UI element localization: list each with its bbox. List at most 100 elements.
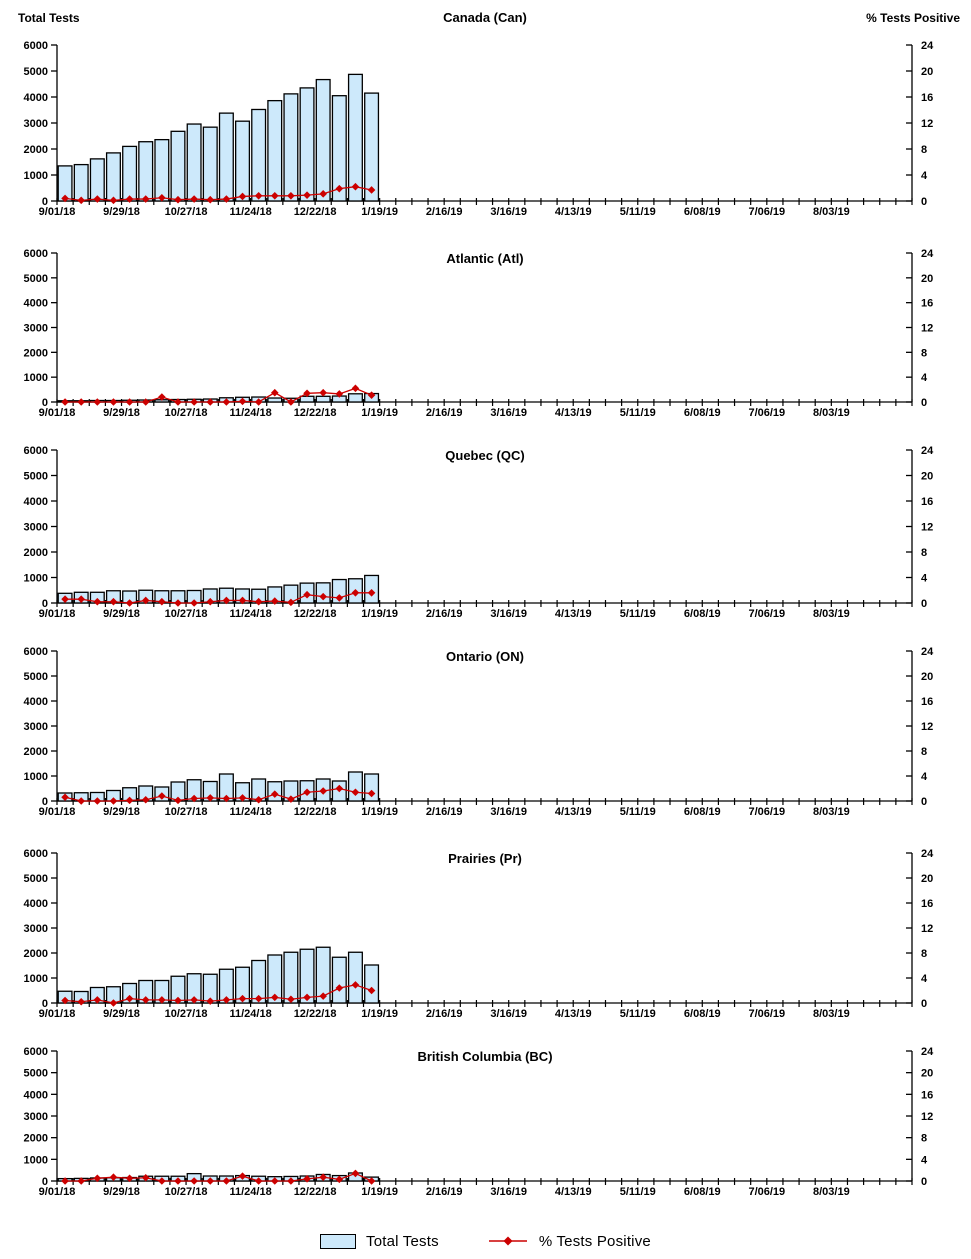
panel-atlantic: Atlantic (Atl)01000200030004000500060000… [24,248,935,419]
y-left-tick-label: 0 [42,196,48,208]
x-tick-label: 2/16/19 [426,1186,463,1198]
x-axis: 9/01/18 9/29/18 10/27/18 11/24/18 12/22/18 1/… [39,600,913,620]
pct-positive-marker [174,1177,182,1185]
total-tests-bars [57,771,380,802]
x-tick-label: 6/08/19 [684,206,721,218]
x-tick-label: 4/13/19 [555,407,592,419]
y-axis-right: 0 4 8 12 16 20 24 [906,646,934,808]
bar [315,78,331,202]
bar [331,956,347,1004]
bar [122,982,138,1004]
bar [299,87,315,202]
pct-positive-marker [93,1174,102,1183]
x-tick-label: 10/27/18 [165,608,208,620]
x-tick-label: 11/24/18 [229,1186,271,1198]
y-left-tick-label: 4000 [24,696,48,708]
pct-positive-marker [287,1177,295,1185]
pct-positive-marker [270,1177,279,1185]
y-right-tick-label: 8 [921,948,927,960]
bar [89,158,105,202]
pct-positive-marker [367,391,376,399]
y-left-tick-label: 1000 [24,170,48,182]
pct-positive-marker [238,596,247,605]
bar [283,93,299,202]
pct-positive-marker [351,589,360,597]
pct-positive-marker [254,192,263,200]
panel-title: Prairies (Pr) [448,851,522,866]
pct-positive-marker [190,398,198,406]
left-axis-title: Total Tests [18,11,80,25]
total-tests-bars [57,73,380,202]
y-right-tick-label: 12 [921,323,933,335]
y-left-tick-label: 4000 [24,1089,48,1101]
y-left-tick-label: 3000 [24,1111,48,1123]
x-tick-label: 12/22/18 [294,206,337,218]
x-tick-label: 2/16/19 [426,608,463,620]
pct-positive-marker [125,1174,134,1183]
x-tick-label: 10/27/18 [165,1008,208,1020]
pct-positive-marker [222,398,231,406]
x-tick-label: 7/06/19 [748,1186,785,1198]
pct-positive-marker [319,388,327,397]
bar [218,112,234,202]
y-right-tick-label: 16 [921,298,933,310]
y-left-tick-label: 4000 [24,496,48,508]
pct-positive-marker [270,388,279,397]
x-tick-label: 8/03/19 [813,1186,850,1198]
bar [315,395,331,403]
y-axis-left: 0 1000 2000 3000 4000 5000 6000 [24,445,57,610]
y-axis-left: 0 1000 2000 3000 4000 5000 6000 [24,848,57,1010]
y-right-tick-label: 0 [921,598,927,610]
pct-positive-marker [190,195,198,203]
y-right-tick-label: 12 [921,923,933,935]
pct-positive-marker [206,195,215,204]
legend-pct-positive-marker-icon [488,1236,527,1246]
y-right-tick-label: 4 [921,1154,928,1166]
bar [122,145,138,202]
pct-positive-marker [109,1173,118,1182]
y-left-tick-label: 3000 [24,923,48,935]
pct-positive-marker [141,1173,150,1182]
x-tick-label: 6/08/19 [684,1008,721,1020]
bar [186,123,202,202]
x-tick-label: 9/29/18 [103,206,140,218]
pct-positive-marker [206,398,215,406]
x-tick-label: 7/06/19 [748,1008,785,1020]
x-tick-label: 12/22/18 [294,608,337,620]
pct-positive-marker [206,1177,215,1185]
x-tick-label: 6/08/19 [684,407,721,419]
pct-positive-line [61,182,376,205]
pct-positive-marker [270,597,279,605]
pct-positive-marker [367,186,376,194]
y-right-tick-label: 16 [921,1089,933,1101]
y-axis-right: 0 4 8 12 16 20 24 [906,1046,934,1188]
pct-positive-marker [158,1177,166,1185]
pct-positive-marker [206,597,215,606]
pct-positive-marker [190,1177,198,1185]
x-tick-label: 7/06/19 [748,407,785,419]
bar [347,951,363,1004]
x-tick-label: 9/29/18 [103,608,140,620]
axes [56,450,913,604]
y-axis-right: 0 4 8 12 16 20 24 [906,445,934,610]
y-left-tick-label: 1000 [24,771,48,783]
bar [364,773,380,802]
x-tick-label: 5/11/19 [620,806,656,818]
x-tick-label: 11/24/18 [229,806,271,818]
panel-title: Ontario (ON) [446,649,524,664]
y-left-tick-label: 0 [42,1176,48,1188]
right-axis-title: % Tests Positive [866,11,960,25]
y-right-tick-label: 20 [921,1068,933,1080]
x-tick-label: 5/11/19 [620,407,656,419]
pct-positive-marker [109,196,118,205]
y-left-tick-label: 1000 [24,573,48,585]
y-left-tick-label: 5000 [24,471,48,483]
x-tick-label: 2/16/19 [426,806,463,818]
panel-title: Atlantic (Atl) [446,251,523,266]
panel-canada: Canada (Can) Total Tests % Tests Positive 0… [18,10,960,218]
y-right-tick-label: 4 [921,372,928,384]
x-tick-label: 11/24/18 [229,407,271,419]
pct-positive-marker [77,1177,85,1185]
pct-positive-marker [174,195,182,204]
y-left-tick-label: 0 [42,397,48,409]
